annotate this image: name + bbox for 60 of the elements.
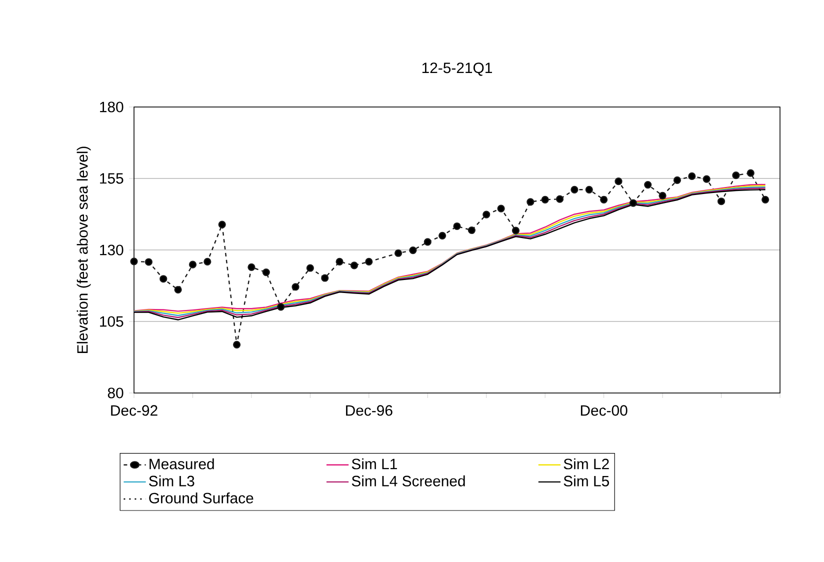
point (248, 263, 256, 271)
point (188, 260, 197, 268)
legend-label: Sim L3 (149, 475, 194, 486)
point (673, 176, 682, 184)
point (717, 198, 726, 206)
legend-label: Sim L5 (564, 475, 609, 486)
point (585, 186, 593, 194)
point (702, 175, 710, 183)
point (453, 222, 461, 230)
point (468, 226, 476, 234)
y-tick-label: 180 (100, 102, 124, 112)
point (512, 226, 520, 234)
point (218, 220, 226, 228)
legend-label: Measured (150, 458, 214, 470)
point (424, 238, 432, 246)
point (365, 258, 373, 266)
point (629, 199, 637, 207)
point (160, 275, 168, 283)
y-axis-title: Elevation (feet above sea level) (76, 146, 91, 354)
point (394, 249, 402, 257)
point (482, 210, 490, 218)
legend-label: Sim L4 Screened (352, 475, 465, 486)
y-tick-label: 130 (100, 244, 124, 256)
legend-label: Sim L2 (564, 458, 609, 470)
x-tick-label: Dec-00 (580, 405, 628, 416)
point (232, 340, 241, 348)
legend-label: Sim L1 (352, 458, 397, 470)
point (570, 186, 578, 194)
point (497, 204, 505, 212)
x-tick-label: Dec-92 (111, 405, 158, 416)
point (600, 196, 608, 204)
point (746, 169, 754, 177)
point (277, 303, 285, 311)
point (762, 196, 770, 204)
point (144, 258, 152, 266)
point (658, 192, 666, 200)
point (541, 196, 549, 204)
point (174, 286, 182, 294)
point (262, 268, 270, 276)
point (732, 172, 740, 180)
chart-title: 12-5-21Q1 (422, 62, 492, 76)
point (556, 195, 564, 203)
point (292, 283, 300, 291)
legend-label: Ground Surface (149, 492, 254, 504)
point (130, 258, 138, 266)
point (306, 264, 314, 272)
point (644, 180, 652, 189)
point (688, 172, 696, 180)
y-tick-label: 105 (100, 316, 124, 327)
y-tick-label: 80 (108, 388, 124, 398)
point (409, 246, 417, 254)
point (438, 232, 446, 240)
point (614, 178, 622, 186)
point (526, 198, 534, 206)
point (350, 262, 358, 270)
point (321, 274, 329, 282)
point (204, 258, 212, 266)
y-tick-label: 155 (100, 173, 124, 184)
point (336, 258, 344, 266)
x-tick-label: Dec-96 (346, 405, 392, 416)
